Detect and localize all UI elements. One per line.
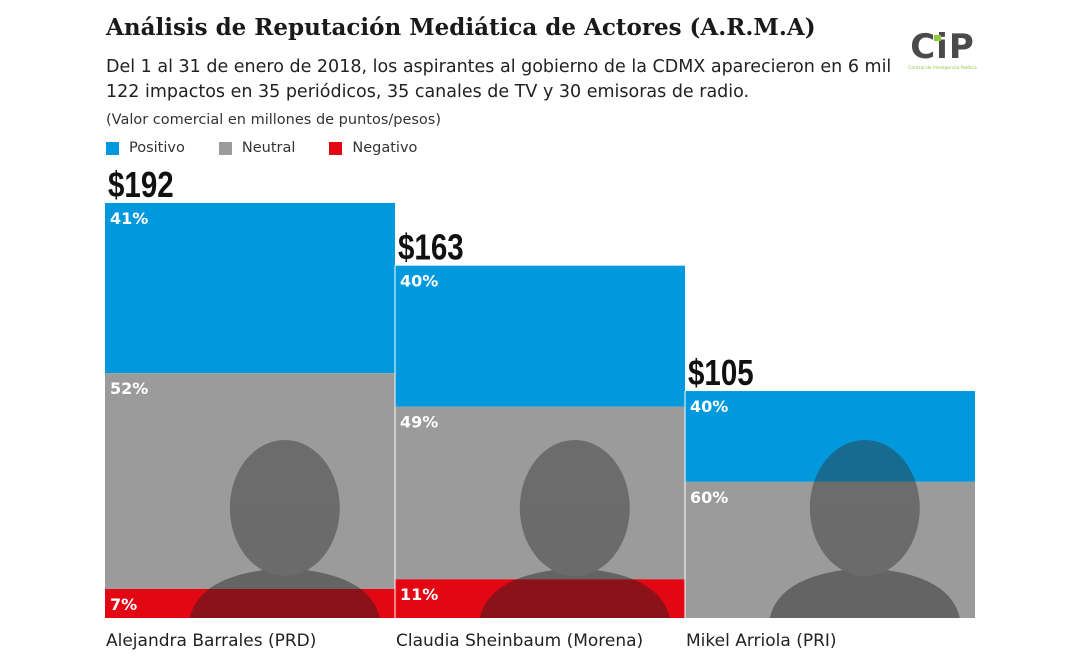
bar-segment-positivo (395, 265, 685, 407)
category-label: Claudia Sheinbaum (Morena) (396, 631, 643, 651)
portrait-silhouette (479, 440, 670, 618)
legend-label: Negativo (352, 140, 418, 156)
bar-segment-negativo (105, 588, 395, 618)
category-label: Mikel Arriola (PRI) (686, 631, 837, 651)
cip-logo: CiP Central de Inteligencia Política (905, 30, 980, 71)
chart-title: Análisis de Reputación Mediática de Acto… (106, 14, 816, 41)
total-label: $192 (108, 164, 174, 204)
segment-label: 11% (400, 585, 438, 604)
bar-segment-neutral (685, 481, 975, 618)
segment-label: 40% (400, 272, 438, 291)
logo-tagline: Central de Inteligencia Política (908, 66, 977, 71)
segment-label: 49% (400, 413, 438, 432)
unit-note: (Valor comercial en millones de puntos/p… (106, 112, 442, 128)
legend-item-positivo: Positivo (106, 140, 185, 156)
logo-mark: CiP (910, 27, 975, 67)
segment-label: 7% (110, 595, 137, 614)
bar-segment-negativo (395, 579, 685, 618)
legend-swatch-neutral (218, 141, 232, 155)
bar-segment-neutral (395, 406, 685, 580)
legend-item-neutral: Neutral (218, 140, 296, 156)
segment-label: 52% (110, 379, 148, 398)
segment-label: 40% (690, 397, 728, 416)
legend-label: Positivo (129, 140, 185, 156)
total-label: $163 (398, 227, 464, 267)
legend-item-negativo: Negativo (329, 140, 417, 156)
total-label: $105 (688, 352, 754, 392)
portrait-silhouette (189, 440, 380, 618)
legend-swatch-positivo (106, 141, 119, 155)
segment-label: 60% (690, 488, 728, 507)
legend-swatch-negativo (329, 141, 343, 155)
bar-segment-positivo (685, 391, 975, 482)
category-label: Alejandra Barrales (PRD) (106, 631, 316, 651)
bar-segment-positivo (105, 203, 395, 374)
chart-subtitle: Del 1 al 31 de enero de 2018, los aspira… (106, 57, 892, 102)
legend: Positivo Neutral Negativo (106, 140, 417, 156)
legend-label: Neutral (241, 140, 296, 156)
portrait-silhouette (769, 440, 960, 618)
bar-segment-neutral (105, 373, 395, 589)
segment-label: 41% (110, 209, 148, 228)
